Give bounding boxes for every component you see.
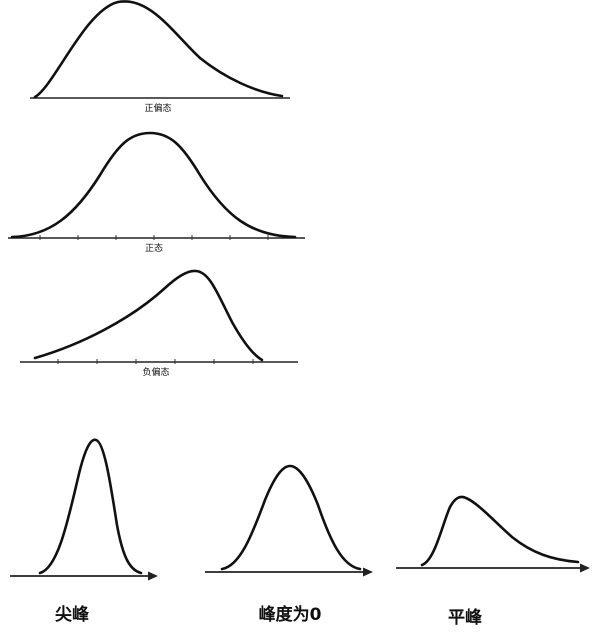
platykurtic-panel: 平峰 [396, 495, 590, 628]
leptokurtic-axis-arrow [148, 571, 158, 581]
platykurtic-label: 平峰 [448, 607, 483, 628]
normal-panel: 正态 [8, 131, 305, 254]
normal-curve [10, 131, 297, 239]
mesokurtic-axis-arrow [363, 567, 373, 577]
platykurtic-curve [420, 495, 580, 567]
leptokurtic-curve [38, 438, 143, 575]
negative-skew-curve [33, 269, 264, 362]
normal-label: 正态 [145, 242, 163, 254]
positive-skew-panel: 正偏态 [30, 0, 290, 114]
negative-skew-panel: 负偏态 [20, 269, 298, 378]
normal-axis-ticks [39, 235, 269, 240]
mesokurtic-curve [220, 464, 362, 571]
leptokurtic-panel: 尖峰 [10, 438, 158, 625]
leptokurtic-label: 尖峰 [55, 604, 90, 625]
positive-skew-label: 正偏态 [144, 102, 171, 114]
negative-skew-axis-ticks [57, 359, 254, 364]
mesokurtic-label: 峰度为0 [259, 604, 322, 625]
positive-skew-curve [33, 0, 284, 99]
platykurtic-axis-arrow [580, 563, 590, 573]
negative-skew-label: 负偏态 [142, 366, 169, 378]
mesokurtic-panel: 峰度为0 [205, 464, 373, 625]
